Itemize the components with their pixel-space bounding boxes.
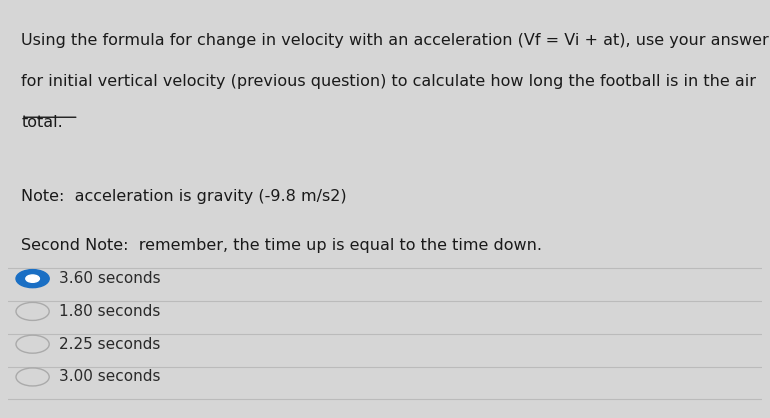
Text: 3.00 seconds: 3.00 seconds [59, 370, 160, 385]
Text: total.: total. [22, 115, 63, 130]
Text: 1.80 seconds: 1.80 seconds [59, 304, 160, 319]
Circle shape [16, 270, 49, 288]
Text: 2.25 seconds: 2.25 seconds [59, 336, 160, 352]
Text: for initial vertical velocity (previous question) to calculate how long the foot: for initial vertical velocity (previous … [22, 74, 756, 89]
Text: Second Note:  remember, the time up is equal to the time down.: Second Note: remember, the time up is eq… [22, 238, 542, 252]
Text: Using the formula for change in velocity with an acceleration (Vf = Vi + at), us: Using the formula for change in velocity… [22, 33, 769, 48]
Text: Note:  acceleration is gravity (-9.8 m/s2): Note: acceleration is gravity (-9.8 m/s2… [22, 189, 347, 204]
Circle shape [26, 275, 39, 282]
Text: 3.60 seconds: 3.60 seconds [59, 271, 161, 286]
